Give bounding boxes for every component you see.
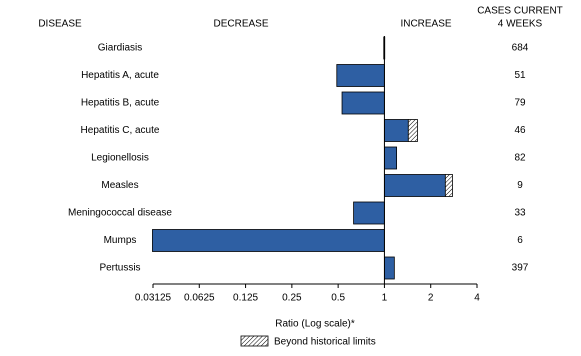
cases-value: 79 [514, 98, 526, 109]
category-label: Giardiasis [98, 43, 142, 54]
bar [336, 64, 385, 87]
bar [353, 201, 385, 225]
bar [384, 174, 446, 197]
cases-value: 82 [514, 153, 526, 164]
cases-header: 4 WEEKS [498, 19, 543, 30]
category-label: Hepatitis B, acute [81, 98, 160, 109]
bar [152, 229, 385, 252]
cases-header: CASES CURRENT [477, 6, 563, 17]
x-tick-label: 0.125 [233, 293, 258, 304]
x-tick-label: 0.0625 [184, 293, 215, 304]
x-axis-label: Ratio (Log scale)* [275, 319, 355, 330]
bar [384, 119, 409, 142]
category-label: Hepatitis A, acute [81, 70, 159, 81]
x-tick-label: 1 [382, 293, 388, 304]
disease-header: DISEASE [38, 19, 82, 30]
bar [341, 91, 385, 115]
category-label: Measles [101, 180, 138, 191]
category-label: Mumps [104, 235, 137, 246]
cases-value: 684 [512, 43, 529, 54]
cases-value: 46 [514, 125, 526, 136]
bar [384, 146, 398, 170]
x-tick-label: 0.03125 [135, 293, 172, 304]
legend-swatch [240, 335, 269, 347]
legend-label: Beyond historical limits [274, 337, 376, 348]
bar [384, 256, 395, 280]
decrease-header: DECREASE [213, 19, 268, 30]
cases-value: 51 [514, 70, 526, 81]
bar-beyond-limits [444, 174, 453, 197]
category-label: Meningococcal disease [68, 208, 172, 219]
increase-header: INCREASE [400, 19, 451, 30]
cases-value: 6 [517, 235, 523, 246]
x-tick-label: 0.25 [282, 293, 302, 304]
category-label: Pertussis [99, 263, 140, 274]
cases-value: 397 [512, 263, 529, 274]
x-tick-label: 0.5 [331, 293, 345, 304]
x-tick-label: 2 [428, 293, 434, 304]
category-label: Hepatitis C, acute [81, 125, 160, 136]
category-label: Legionellosis [91, 153, 149, 164]
cases-value: 9 [517, 180, 523, 191]
bar-beyond-limits [407, 119, 418, 142]
x-tick-label: 4 [474, 293, 480, 304]
cases-value: 33 [514, 208, 526, 219]
